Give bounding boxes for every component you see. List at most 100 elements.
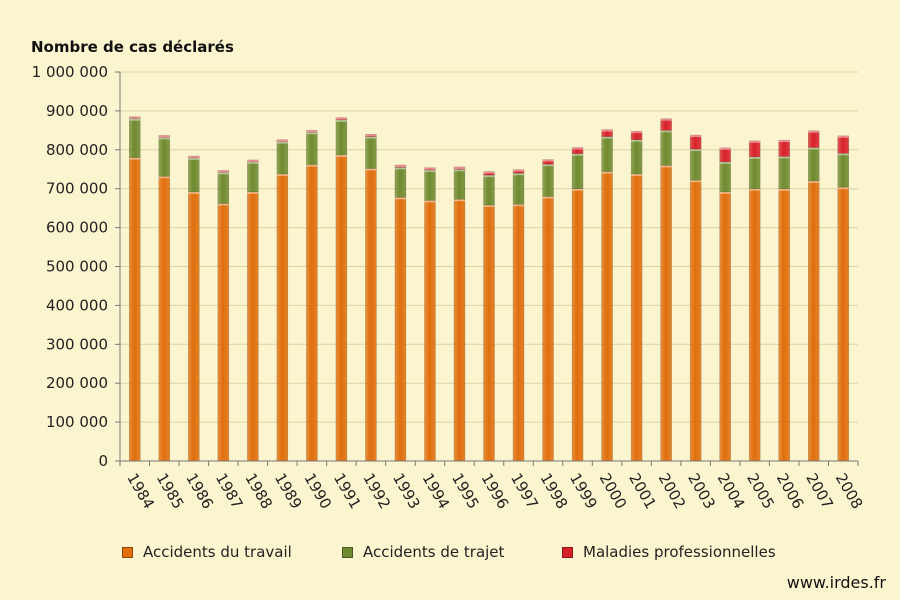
bar-segment: [689, 134, 702, 150]
bar-segment: [512, 172, 525, 205]
bar-stack-2008: [837, 135, 849, 462]
bar-segment: [453, 169, 466, 200]
bar-segment: [424, 200, 436, 462]
x-tick-label: 2008: [832, 470, 867, 512]
bar-segment-highlight: [158, 135, 170, 138]
bar-segment: [660, 130, 672, 166]
x-tick-label: 1998: [537, 470, 572, 512]
bar-segment-highlight: [217, 172, 229, 175]
bar-segment: [748, 140, 761, 158]
bar-segment: [748, 156, 761, 189]
bar-segment-highlight: [424, 170, 436, 173]
bar-segment: [630, 130, 643, 140]
bar-segment-highlight: [129, 116, 141, 119]
bar-stack-1986: [188, 155, 200, 462]
bar-segment: [158, 176, 171, 462]
legend-swatch-accidents-trajet: [342, 546, 353, 558]
bar-segment-highlight: [306, 130, 318, 133]
bar-segment: [129, 116, 141, 119]
x-tick-label: 2001: [625, 470, 660, 512]
x-axis: 1984198519861987198819891990199119921993…: [119, 460, 867, 512]
bar-segment-highlight: [365, 136, 377, 139]
bar-segment-highlight: [188, 156, 200, 159]
bar-segment-highlight: [808, 147, 820, 150]
bar-segment: [807, 147, 820, 182]
bar-segment-highlight: [719, 191, 731, 194]
bar-segment-highlight: [483, 171, 495, 174]
bar-segment-highlight: [394, 164, 406, 167]
x-tick-label: 1994: [418, 470, 453, 512]
bar-segment: [542, 196, 554, 462]
bar-stack-1992: [365, 133, 377, 462]
bar-stacks: [129, 116, 849, 462]
bar-stack-1998: [542, 159, 554, 462]
bar-segment-highlight: [335, 119, 347, 122]
source-link[interactable]: www.irdes.fr: [786, 573, 886, 592]
bar-segment-highlight: [749, 188, 761, 191]
bar-segment-highlight: [453, 166, 465, 169]
y-tick-label: 300 000: [46, 335, 108, 353]
bar-segment: [365, 133, 377, 137]
bar-segment-highlight: [631, 139, 643, 142]
bar-segment-highlight: [719, 161, 731, 164]
y-axis: 0 100 000 200 000 300 000 400 000 500 000 600 …: [32, 63, 121, 470]
bar-segment: [306, 164, 318, 462]
legend-label-accidents-trajet: Accidents de trajet: [363, 543, 505, 561]
bar-stack-1985: [158, 135, 171, 462]
bar-segment-highlight: [542, 196, 554, 199]
bar-stack-1989: [276, 139, 289, 462]
bar-segment-highlight: [808, 180, 820, 183]
bar-segment: [483, 171, 495, 176]
bar-segment-highlight: [276, 141, 288, 144]
bar-stack-1993: [394, 164, 407, 462]
bar-segment-highlight: [660, 130, 672, 133]
bar-segment: [129, 157, 141, 462]
chart-title: Nombre de cas déclarés: [31, 38, 234, 56]
x-tick-label: 1984: [123, 470, 158, 512]
bar-segment: [630, 173, 643, 462]
bar-segment: [394, 167, 407, 198]
x-tick-label: 1999: [566, 470, 601, 512]
bar-stack-2007: [807, 130, 820, 462]
bar-segment: [748, 188, 761, 462]
bar-segment: [778, 156, 790, 189]
bar-segment: [778, 188, 790, 462]
bar-segment: [217, 172, 230, 204]
bar-segment: [247, 159, 259, 163]
x-tick-label: 2007: [802, 470, 837, 512]
bar-segment-highlight: [483, 205, 495, 208]
legend-swatch-accidents-travail: [122, 546, 133, 558]
x-tick-label: 1985: [153, 470, 188, 512]
bar-stack-1988: [247, 159, 259, 462]
bar-segment-highlight: [513, 169, 525, 172]
bar-segment: [601, 129, 613, 137]
bar-stack-1999: [571, 147, 584, 462]
bar-segment: [335, 119, 348, 156]
bar-segment: [719, 161, 731, 193]
bar-segment-highlight: [837, 187, 849, 190]
bar-segment: [306, 132, 318, 165]
bar-segment-highlight: [513, 204, 525, 207]
bar-segment-highlight: [247, 161, 259, 164]
bar-segment-highlight: [660, 165, 672, 168]
y-tick-label: 700 000: [46, 180, 108, 198]
bar-segment-highlight: [690, 180, 702, 183]
bar-segment: [512, 204, 525, 462]
legend-item-accidents-trajet: Accidents de trajet: [342, 543, 504, 561]
bar-segment: [276, 141, 289, 175]
bar-segment: [129, 118, 141, 158]
bar-segment-highlight: [394, 197, 406, 200]
bar-segment-highlight: [631, 131, 643, 134]
legend-swatch-maladies-professionnelles: [562, 546, 573, 558]
bar-segment-highlight: [394, 167, 406, 170]
bar-segment: [660, 165, 672, 462]
x-tick-label: 1990: [300, 470, 335, 512]
bar-segment-highlight: [749, 156, 761, 159]
bar-stack-2002: [660, 118, 672, 462]
x-tick-label: 1995: [448, 470, 483, 512]
bar-segment-highlight: [483, 175, 495, 178]
bar-stack-2003: [689, 134, 702, 462]
legend-label-maladies-professionnelles: Maladies professionnelles: [583, 543, 776, 561]
bar-segment: [807, 130, 820, 148]
bar-stack-1990: [306, 130, 318, 462]
